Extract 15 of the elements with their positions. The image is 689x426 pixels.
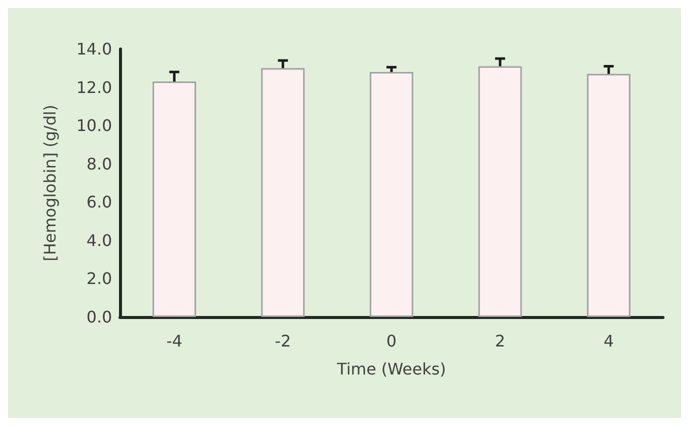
y-tick-label: 8.0 [86, 154, 112, 174]
y-tick-label: 4.0 [86, 230, 112, 250]
y-axis-title: [Hemoglobin] (g/dl) [40, 104, 60, 262]
x-tick-label: -2 [274, 332, 291, 350]
y-tick-label: 14.0 [76, 40, 112, 58]
x-tick-label: -4 [166, 332, 182, 350]
x-tick-label: 0 [386, 332, 397, 350]
y-tick-label: 2.0 [86, 269, 112, 288]
y-tick-label: 0.0 [86, 308, 112, 326]
x-axis-title: Time (Weeks) [336, 360, 446, 378]
y-tick-label: 10.0 [76, 116, 112, 136]
x-tick-label: 2 [495, 332, 506, 350]
y-tick-label: 12.0 [76, 78, 112, 97]
y-tick-label: 6.0 [86, 192, 112, 212]
x-tick-label: 4 [604, 332, 614, 350]
